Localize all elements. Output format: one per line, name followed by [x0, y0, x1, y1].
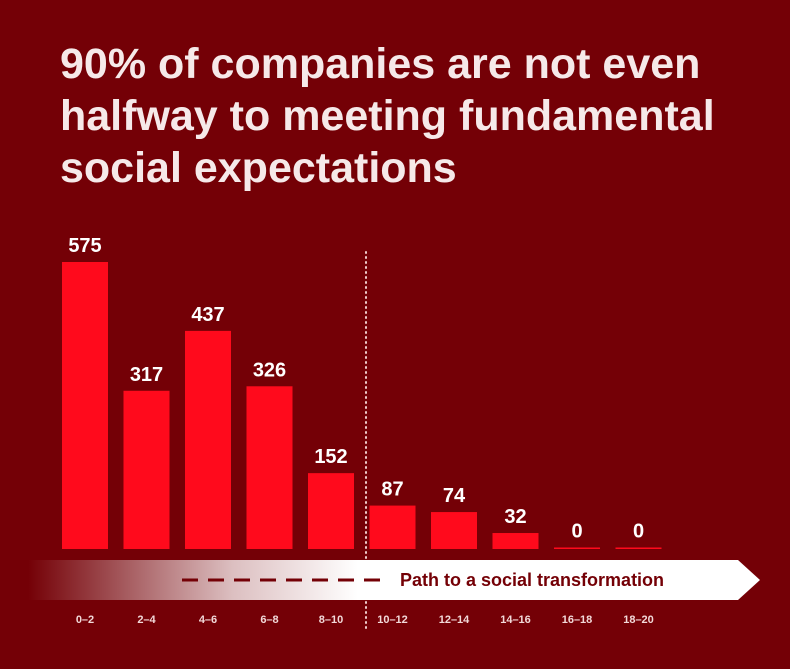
value-label-0–2: 575 — [68, 235, 101, 257]
bar-18–20 — [615, 547, 662, 549]
chart-title: 90% of companies are not even halfway to… — [60, 38, 760, 194]
value-label-2–4: 317 — [130, 364, 163, 386]
x-tick-labels-group: 0–2 2–4 4–6 6–8 8–10 10–12 12–14 14–16 16–18 18–2… — [76, 614, 654, 626]
bar-8–10 — [308, 473, 354, 549]
value-labels-group: 575 317 437 326 152 87 74 32 0 0 — [68, 235, 644, 543]
bar-12–14 — [431, 512, 477, 549]
x-tick-4–6: 4–6 — [199, 614, 217, 626]
bar-14–16 — [492, 533, 539, 549]
bar-6–8 — [246, 386, 293, 549]
bar-0–2 — [62, 262, 108, 549]
transformation-arrow: Path to a social transformation — [28, 560, 760, 600]
x-tick-8–10: 8–10 — [319, 614, 343, 626]
value-label-4–6: 437 — [191, 304, 224, 326]
arrow-label: Path to a social transformation — [400, 570, 664, 590]
transformation-arrow-shape — [28, 560, 760, 600]
x-tick-10–12: 10–12 — [377, 614, 408, 626]
value-label-8–10: 152 — [314, 446, 347, 468]
x-tick-2–4: 2–4 — [137, 614, 156, 626]
title-line-1: 90% of companies are not even — [60, 40, 701, 88]
bar-2–4 — [123, 390, 170, 549]
title-line-2: halfway to meeting fundamental — [60, 92, 715, 140]
title-line-3: social expectations — [60, 144, 457, 192]
value-label-14–16: 32 — [504, 506, 526, 528]
value-label-6–8: 326 — [253, 359, 286, 381]
x-tick-18–20: 18–20 — [623, 614, 654, 626]
value-label-10–12: 87 — [381, 479, 403, 501]
bar-10–12 — [369, 505, 416, 549]
x-tick-14–16: 14–16 — [500, 614, 531, 626]
value-label-18–20: 0 — [633, 521, 644, 543]
value-label-12–14: 74 — [443, 485, 466, 507]
x-tick-0–2: 0–2 — [76, 614, 94, 626]
x-tick-16–18: 16–18 — [562, 614, 593, 626]
bars-group — [62, 262, 662, 549]
value-label-16–18: 0 — [571, 521, 582, 543]
x-tick-12–14: 12–14 — [439, 614, 470, 626]
x-tick-6–8: 6–8 — [260, 614, 278, 626]
bar-4–6 — [185, 330, 231, 549]
bar-16–18 — [554, 547, 600, 549]
